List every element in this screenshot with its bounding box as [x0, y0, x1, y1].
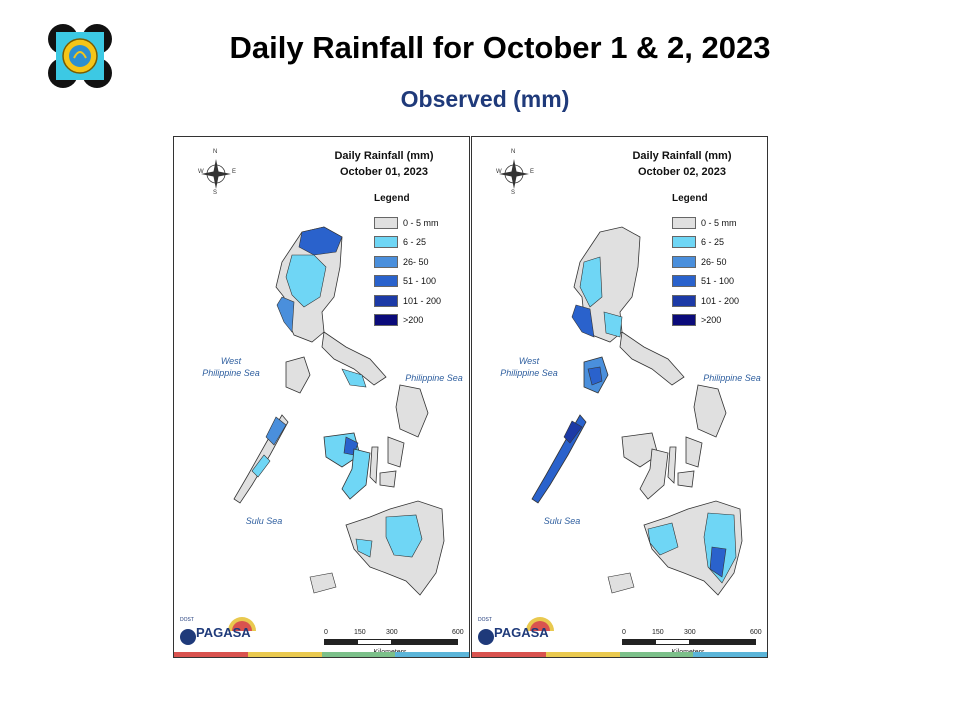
sea-label-sulu: Sulu Sea: [543, 516, 581, 526]
compass-e: E: [530, 169, 535, 175]
legend-title: Legend: [672, 193, 708, 204]
legend-item: 26- 50: [672, 252, 767, 272]
legend-label: 101 - 200: [701, 295, 740, 306]
legend-label: 6 - 25: [701, 237, 725, 248]
legend-item: >200: [374, 311, 469, 331]
legend-label: 0 - 5 mm: [403, 217, 439, 228]
philippines-map: [499, 159, 743, 596]
map-heading-text: Daily Rainfall (mm): [632, 150, 732, 162]
scale-tick: 300: [684, 629, 696, 636]
rainfall-map-oct01: N S W E Daily Rainfall (mm) October 01, …: [173, 136, 470, 658]
compass-e: E: [232, 169, 237, 175]
legend-item: 6 - 25: [672, 233, 767, 253]
legend-item: 0 - 5 mm: [374, 213, 469, 233]
scale-tick: 150: [652, 629, 664, 636]
sea-label-west: West Philippine Sea: [202, 356, 260, 378]
agency-tagline: DOST: [478, 617, 492, 623]
legend-swatch: [374, 236, 398, 249]
legend-item: 101 - 200: [374, 291, 469, 311]
map-heading: Daily Rainfall (mm) October 01, 2023: [309, 148, 459, 180]
legend-title: Legend: [374, 193, 410, 204]
legend-label: 51 - 100: [701, 276, 735, 287]
sea-label-east: Philippine Sea: [703, 373, 761, 383]
agency-name: PAGASA: [494, 625, 549, 640]
compass-s: S: [213, 190, 218, 196]
legend-swatch: [374, 275, 398, 288]
legend-label: 26- 50: [403, 256, 429, 267]
philippines-map: [201, 159, 445, 596]
compass-s: S: [511, 190, 516, 196]
legend-swatch: [374, 216, 398, 229]
legend-label: 26- 50: [701, 256, 727, 267]
compass-n: N: [213, 149, 218, 155]
map-date: October 02, 2023: [637, 166, 727, 178]
legend-swatch: [672, 236, 696, 249]
legend: Legend 0 - 5 mm 6 - 25 26- 50 51 - 100 1…: [672, 193, 767, 330]
legend-swatch: [672, 314, 696, 327]
legend-label: >200: [403, 315, 424, 326]
map-heading-text: Daily Rainfall (mm): [334, 150, 434, 162]
compass-rose-icon: [499, 159, 529, 189]
legend-item: 51 - 100: [672, 272, 767, 292]
scale-tick: 150: [354, 629, 366, 636]
legend-item: 101 - 200: [672, 291, 767, 311]
legend-swatch: [672, 255, 696, 268]
pagasa-logo: PAGASA DOST: [178, 613, 258, 653]
page-subtitle: Observed (mm): [400, 86, 570, 112]
legend-label: 101 - 200: [403, 295, 442, 306]
legend-label: >200: [701, 315, 722, 326]
dost-seal-icon: [48, 24, 112, 88]
legend-item: 51 - 100: [374, 272, 469, 292]
sea-label-west: West Philippine Sea: [500, 356, 558, 378]
scale-tick: 0: [622, 629, 626, 636]
scale-tick: 600: [452, 629, 464, 636]
legend-item: 26- 50: [374, 252, 469, 272]
legend-label: 6 - 25: [403, 237, 427, 248]
sea-label-sulu: Sulu Sea: [245, 516, 283, 526]
legend-swatch: [374, 314, 398, 327]
legend: Legend 0 - 5 mm 6 - 25 26- 50 51 - 100 1…: [374, 193, 469, 330]
color-stripe: [174, 652, 469, 657]
scale-tick: 600: [750, 629, 762, 636]
legend-item: 0 - 5 mm: [672, 213, 767, 233]
sea-label-east: Philippine Sea: [405, 373, 463, 383]
compass-w: W: [198, 169, 204, 175]
legend-swatch: [672, 216, 696, 229]
compass-n: N: [511, 149, 516, 155]
pagasa-logo: PAGASA DOST: [476, 613, 556, 653]
legend-swatch: [672, 294, 696, 307]
legend-item: >200: [672, 311, 767, 331]
scale-tick: 300: [386, 629, 398, 636]
agency-name: PAGASA: [196, 625, 251, 640]
scale-tick: 0: [324, 629, 328, 636]
rainfall-map-oct02: N S W E Daily Rainfall (mm) October 02, …: [471, 136, 768, 658]
compass-w: W: [496, 169, 502, 175]
agency-tagline: DOST: [180, 617, 194, 623]
legend-swatch: [374, 294, 398, 307]
map-date: October 01, 2023: [339, 166, 429, 178]
legend-swatch: [374, 255, 398, 268]
page-title: Daily Rainfall for October 1 & 2, 2023: [229, 30, 771, 65]
legend-swatch: [672, 275, 696, 288]
map-heading: Daily Rainfall (mm) October 02, 2023: [607, 148, 757, 180]
color-stripe: [472, 652, 767, 657]
legend-label: 51 - 100: [403, 276, 437, 287]
legend-label: 0 - 5 mm: [701, 217, 737, 228]
legend-item: 6 - 25: [374, 233, 469, 253]
compass-rose-icon: [201, 159, 231, 189]
